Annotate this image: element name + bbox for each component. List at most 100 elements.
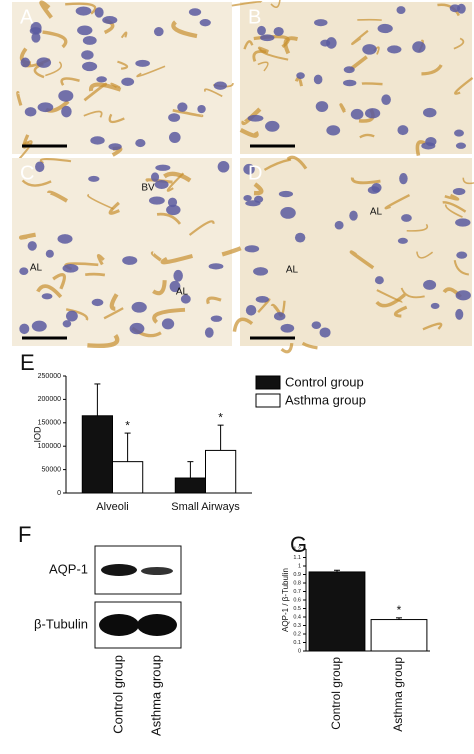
cell-nucleus xyxy=(278,190,294,198)
cell-nucleus xyxy=(102,16,118,25)
tissue-fiber xyxy=(286,155,308,170)
cell-nucleus xyxy=(374,276,384,285)
y-axis-label: IOD xyxy=(32,426,42,443)
cell-nucleus xyxy=(20,57,31,68)
y-tick-label: 0.4 xyxy=(293,614,301,620)
tissue-fiber xyxy=(280,342,294,354)
tissue-fiber xyxy=(52,272,67,290)
tissue-fiber xyxy=(400,287,425,299)
tissue-fiber xyxy=(416,251,434,259)
tissue-fiber xyxy=(415,140,427,157)
cell-nucleus xyxy=(425,137,437,147)
tissue-fiber xyxy=(120,31,128,39)
cell-nucleus xyxy=(326,125,341,136)
significance-mark: * xyxy=(397,603,402,617)
bar xyxy=(112,461,144,494)
cell-nucleus xyxy=(342,79,357,87)
cell-nucleus xyxy=(455,290,471,301)
cell-nucleus xyxy=(311,321,322,330)
significance-mark: * xyxy=(125,418,130,432)
tissue-fiber xyxy=(152,307,186,324)
tissue-fiber xyxy=(172,109,204,118)
cell-nucleus xyxy=(199,19,211,27)
cell-nucleus xyxy=(244,245,260,253)
region-label: AL xyxy=(30,263,43,274)
tissue-fiber xyxy=(18,232,36,240)
panel-letter: A xyxy=(20,6,34,28)
cell-nucleus xyxy=(62,320,72,328)
cell-nucleus xyxy=(280,323,295,333)
tissue-fiber xyxy=(384,193,411,210)
region-label: AL xyxy=(176,287,189,298)
cell-nucleus xyxy=(314,19,328,27)
cell-nucleus xyxy=(180,294,191,304)
y-tick-label: 1.2 xyxy=(293,546,301,552)
y-tick-label: 150000 xyxy=(38,420,61,427)
cell-nucleus xyxy=(401,214,412,222)
cell-nucleus xyxy=(177,102,188,112)
cell-nucleus xyxy=(381,94,391,106)
tissue-fiber xyxy=(422,322,443,331)
tissue-fiber xyxy=(85,272,106,277)
y-tick-label: 0.7 xyxy=(293,589,301,595)
cell-nucleus xyxy=(320,39,331,47)
panel-letter: G xyxy=(290,532,307,557)
cell-nucleus xyxy=(257,25,266,36)
cell-nucleus xyxy=(81,50,94,60)
cell-nucleus xyxy=(31,32,41,43)
tissue-fiber xyxy=(103,307,124,320)
legend-label: Asthma group xyxy=(285,392,366,407)
tissue-fiber xyxy=(16,91,23,106)
cell-nucleus xyxy=(362,44,377,55)
tissue-fiber xyxy=(206,296,222,305)
tissue-fiber xyxy=(270,0,281,8)
cell-nucleus xyxy=(121,77,135,86)
tissue-fiber xyxy=(203,88,223,98)
tissue-fiber xyxy=(453,260,470,276)
cell-nucleus xyxy=(61,105,72,118)
tissue-fiber xyxy=(375,293,407,308)
cell-nucleus xyxy=(31,320,47,332)
y-tick-label: 0.3 xyxy=(293,623,301,629)
cell-nucleus xyxy=(367,186,380,194)
tissue-fiber xyxy=(393,305,408,318)
tissue-fiber xyxy=(252,50,267,62)
cell-nucleus xyxy=(129,322,145,335)
cell-nucleus xyxy=(253,267,269,276)
cell-nucleus xyxy=(399,173,408,185)
tissue-fiber xyxy=(231,0,263,7)
y-axis-label: AQP-1 / β-Tubulin xyxy=(281,568,290,632)
cell-nucleus xyxy=(245,304,257,316)
tissue-fiber xyxy=(108,201,120,215)
region-label: AL xyxy=(286,265,299,276)
band xyxy=(101,564,137,576)
tissue-fiber xyxy=(108,113,125,124)
cell-nucleus xyxy=(35,161,45,173)
y-tick-label: 0.6 xyxy=(293,597,301,603)
cell-nucleus xyxy=(36,57,52,68)
tissue-fiber xyxy=(241,107,262,126)
tissue-fiber xyxy=(350,177,381,185)
cell-nucleus xyxy=(265,120,280,132)
tissue-fiber xyxy=(453,37,465,50)
panel-letter: B xyxy=(248,6,261,28)
cell-nucleus xyxy=(280,207,296,219)
tissue-fiber xyxy=(444,193,460,201)
tissue-fiber xyxy=(351,29,369,46)
tissue-fiber xyxy=(339,103,346,113)
blot-row-label: β-Tubulin xyxy=(34,616,88,631)
cell-nucleus xyxy=(423,107,437,118)
tissue-fiber xyxy=(163,171,192,183)
cell-nucleus xyxy=(456,3,466,14)
cell-nucleus xyxy=(41,293,53,300)
cell-nucleus xyxy=(94,7,104,18)
region-label: BV xyxy=(141,183,155,194)
cell-nucleus xyxy=(454,129,464,137)
tissue-fiber xyxy=(60,77,80,86)
cell-nucleus xyxy=(62,264,79,273)
band xyxy=(141,567,173,575)
blot-lane-label: Control group xyxy=(110,655,125,734)
tissue-fiber xyxy=(145,178,173,184)
tissue-fiber xyxy=(87,333,120,348)
